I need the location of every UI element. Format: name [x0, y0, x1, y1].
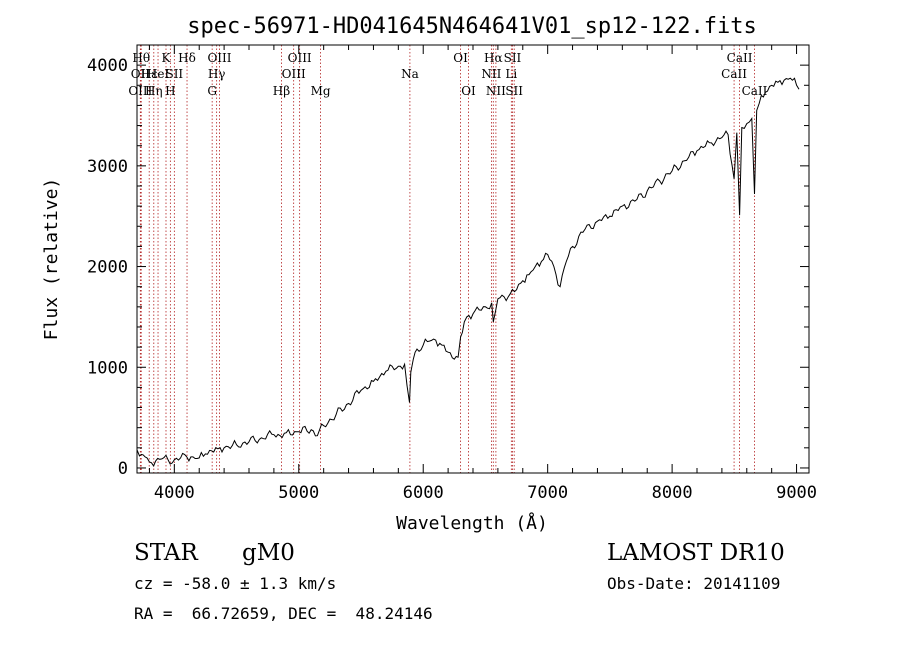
line-marker-label: OI [461, 84, 476, 98]
y-tick-label: 0 [118, 459, 128, 479]
x-tick-label: 8000 [652, 483, 693, 503]
spectral-line-markers [139, 45, 755, 473]
survey-name: LAMOST DR10 [607, 540, 785, 566]
line-marker-label: HeI [147, 67, 170, 81]
spectrum-line [136, 77, 800, 467]
line-marker-label: OIII [207, 51, 231, 65]
line-marker-label: Hδ [178, 51, 196, 65]
line-marker-label: G [207, 84, 217, 98]
x-axis: 4000 5000 6000 7000 8000 9000 [148, 45, 817, 503]
line-marker-label: Hθ [132, 51, 150, 65]
observation-date: Obs-Date: 20141109 [607, 574, 781, 593]
line-marker-label: CaII [727, 51, 753, 65]
x-tick-label: 9000 [776, 483, 817, 503]
line-marker-label: OII [131, 67, 151, 81]
object-class: STAR [134, 540, 198, 566]
line-marker-label: Hβ [273, 84, 290, 98]
line-marker-label: OIII [282, 67, 306, 81]
x-axis-label: Wavelength (Å) [396, 512, 548, 534]
x-tick-label: 6000 [403, 483, 444, 503]
line-marker-label: K [162, 51, 172, 65]
line-marker-label: Li [505, 67, 517, 81]
line-marker-label: Hα [484, 51, 503, 65]
line-marker-label: OIII [288, 51, 312, 65]
object-subclass: gM0 [242, 540, 295, 566]
line-marker-label: Hη [145, 84, 163, 98]
line-marker-label: SII [505, 84, 523, 98]
y-tick-label: 2000 [87, 258, 128, 278]
redshift-velocity: cz = -58.0 ± 1.3 km/s [134, 574, 337, 593]
line-marker-label: SII [165, 67, 183, 81]
line-marker-label: OIII [128, 84, 152, 98]
line-marker-label: Mg [311, 84, 331, 98]
line-marker-label: NII [486, 84, 506, 98]
y-axis: 0 1000 2000 3000 4000 [87, 44, 809, 479]
line-marker-label: Na [401, 67, 419, 81]
line-marker-label: CaII [742, 84, 768, 98]
y-axis-label: Flux (relative) [41, 178, 62, 341]
line-marker-label: Hε [141, 67, 158, 81]
x-tick-label: 4000 [154, 483, 195, 503]
line-marker-label: CaII [721, 67, 747, 81]
line-marker-label: SII [504, 51, 522, 65]
y-tick-label: 3000 [87, 157, 128, 177]
spectral-line-labels: Hθ OII OIII Hε Hη HeI K H SII Hδ G Hγ OIII Hβ OIII OIII… [128, 51, 767, 98]
coordinates: RA = 66.72659, DEC = 48.24146 [134, 604, 433, 623]
plot-frame [136, 44, 810, 474]
line-marker-label: Hγ [208, 67, 226, 81]
y-tick-label: 1000 [87, 358, 128, 378]
x-tick-label: 5000 [278, 483, 319, 503]
chart-title: spec-56971-HD041645N464641V01_sp12-122.f… [187, 14, 757, 39]
line-marker-label: H [165, 84, 175, 98]
line-marker-label: OI [453, 51, 468, 65]
y-tick-label: 4000 [87, 56, 128, 76]
line-marker-label: NII [481, 67, 501, 81]
x-tick-label: 7000 [527, 483, 568, 503]
